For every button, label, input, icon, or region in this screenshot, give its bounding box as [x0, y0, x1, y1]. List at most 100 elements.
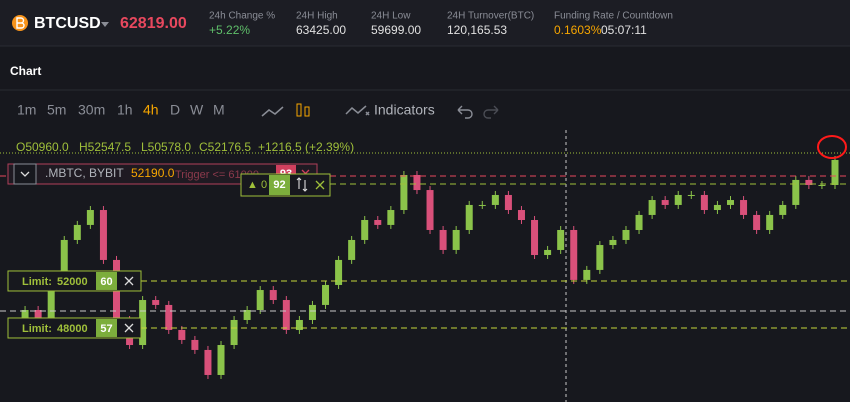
candle — [308, 304, 316, 320]
candle — [73, 224, 81, 240]
stat-label: 24H High — [296, 11, 338, 22]
candle — [256, 290, 264, 311]
header-bar — [0, 0, 850, 46]
collapse-button[interactable] — [13, 163, 37, 185]
limit-label: Limit: — [22, 276, 52, 288]
ohlc-high: H52547.5 — [79, 140, 131, 154]
candle — [648, 200, 656, 215]
stat-label: 24H Low — [371, 11, 411, 22]
indicators-button[interactable]: Indicators — [374, 102, 435, 118]
candle — [635, 214, 643, 230]
ohlc-open: O50960.0 — [16, 140, 69, 154]
candle — [661, 200, 669, 205]
candle — [831, 159, 839, 185]
candle — [165, 304, 173, 330]
candle — [700, 194, 708, 211]
candle — [753, 214, 761, 230]
interval-button[interactable]: 1h — [117, 102, 133, 118]
candle — [491, 194, 499, 205]
candle — [139, 300, 147, 346]
candle — [583, 269, 591, 280]
last-price: 62819.00 — [120, 15, 187, 32]
interval-button[interactable]: D — [170, 102, 180, 118]
order-symbol: .MBTC, BYBIT — [45, 166, 124, 180]
limit-orders: Limit: 52000 60 Limit: 48000 57 — [7, 270, 850, 339]
candle — [439, 229, 447, 250]
stat-value: +5.22% — [209, 23, 250, 37]
limit-order[interactable]: Limit: 48000 57 — [7, 317, 142, 339]
redo-icon[interactable] — [483, 105, 499, 119]
interval-button[interactable]: 4h — [143, 102, 159, 118]
candle — [609, 239, 617, 246]
interval-button[interactable]: M — [213, 102, 225, 118]
interval-button[interactable]: 30m — [78, 102, 105, 118]
candle — [544, 249, 552, 256]
candle — [452, 229, 460, 250]
candle — [47, 279, 55, 330]
candle — [217, 345, 225, 375]
candle — [805, 179, 813, 185]
candle-icon[interactable] — [296, 103, 310, 117]
candle — [204, 349, 212, 375]
candle — [191, 339, 199, 350]
candle — [779, 204, 787, 215]
candle — [99, 210, 107, 260]
candle — [766, 214, 774, 230]
chevron — [20, 171, 30, 177]
candle — [269, 290, 277, 301]
candle — [596, 245, 604, 270]
candle — [674, 194, 682, 205]
candle — [400, 175, 408, 211]
cancel-button[interactable] — [124, 323, 134, 333]
stat-value: 63425.00 — [296, 23, 346, 37]
qty-box — [269, 175, 290, 195]
chart-plot — [8, 155, 839, 379]
coin-glyph — [16, 17, 25, 29]
undo-icon[interactable] — [457, 105, 473, 119]
candle — [740, 200, 748, 215]
indicators-icon[interactable] — [345, 105, 370, 116]
position-order[interactable]: ▲ 0 92 — [240, 173, 331, 197]
limit-order[interactable]: Limit: 52000 60 — [7, 270, 142, 292]
stat-label: 24H Turnover(BTC) — [447, 11, 534, 22]
dropdown-arrow[interactable] — [101, 22, 109, 27]
candle — [178, 329, 186, 340]
stat-label: Funding Rate / Countdown — [554, 11, 673, 22]
reverse-button[interactable] — [296, 177, 308, 192]
interval-button[interactable]: 5m — [47, 102, 66, 118]
candle — [478, 204, 486, 206]
position-qty: 92 — [273, 179, 285, 191]
candle — [713, 204, 721, 211]
candle — [622, 229, 630, 240]
symbol[interactable]: BTCUSD — [34, 15, 101, 32]
limit-qty: 60 — [100, 276, 112, 288]
limit-price: 48000 — [57, 323, 88, 335]
line-chart-icon[interactable] — [261, 106, 284, 117]
candle — [86, 210, 94, 225]
candle — [387, 210, 395, 225]
ohlc-close: C52176.5 — [199, 140, 251, 154]
qty-box — [96, 318, 117, 337]
candle — [152, 300, 160, 305]
limit-label: Limit: — [22, 323, 52, 335]
interval-button[interactable]: W — [190, 102, 204, 118]
candle — [517, 210, 525, 221]
candle — [295, 319, 303, 330]
ohlc-legend: O50960.0 H52547.5 L50578.0 C52176.5 +121… — [16, 140, 354, 154]
close-button[interactable] — [315, 180, 325, 190]
conditional-order[interactable]: .MBTC, BYBIT 52190.0 Trigger <= 61000 93 — [7, 163, 318, 185]
candle — [413, 175, 421, 191]
cancel-button[interactable] — [124, 276, 134, 286]
funding-rate: 0.1603% — [554, 23, 602, 37]
interval-button[interactable]: 1m — [17, 102, 36, 118]
candle — [687, 194, 695, 196]
panel-title: Chart — [10, 64, 41, 78]
candle — [531, 220, 539, 256]
candle — [426, 190, 434, 230]
countdown: 05:07:11 — [601, 23, 647, 37]
limit-qty: 57 — [100, 323, 112, 335]
candle — [465, 204, 473, 230]
ohlc-change: +1216.5 (+2.39%) — [258, 140, 354, 154]
